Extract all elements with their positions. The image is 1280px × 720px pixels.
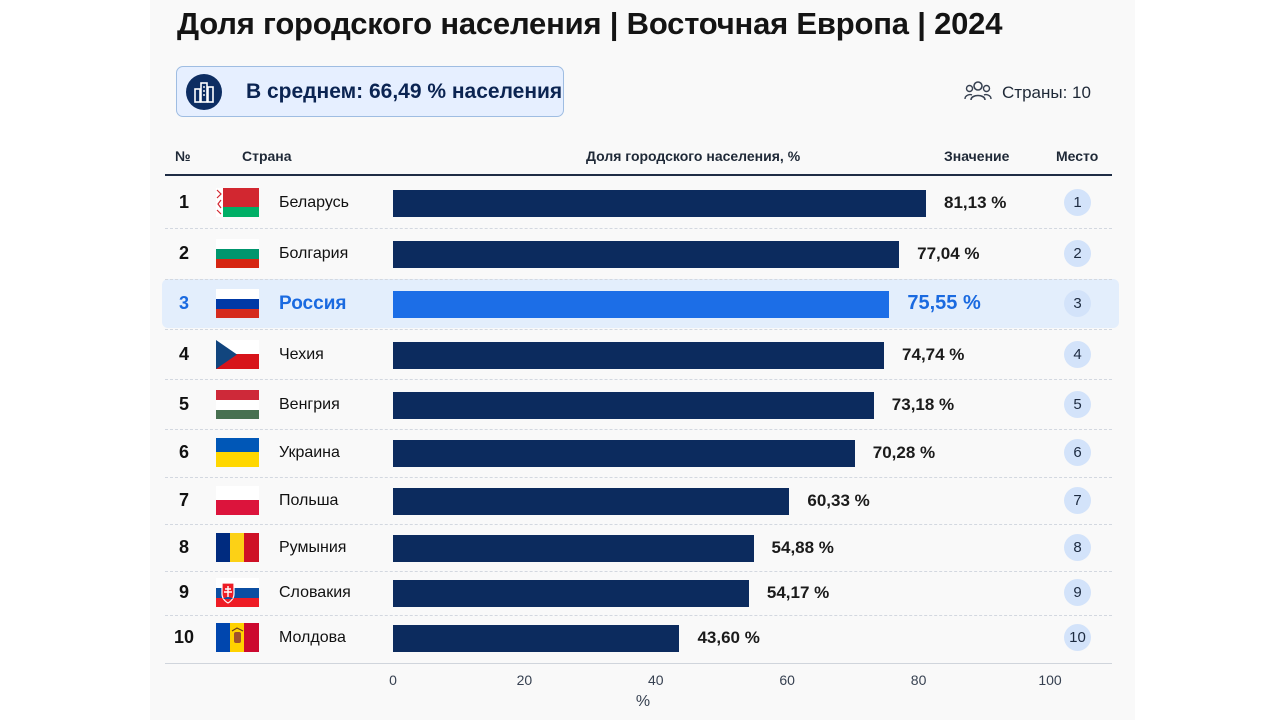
poland-flag-icon	[216, 486, 259, 515]
country-label: Россия	[279, 293, 347, 314]
place-badge: 10	[1064, 624, 1091, 651]
bar-5	[393, 392, 874, 419]
countries-count-text: Страны: 10	[1002, 83, 1091, 102]
header-rank: №	[175, 148, 191, 164]
x-tick-label: 60	[779, 672, 795, 688]
country-label: Румыния	[279, 539, 347, 556]
bar-9	[393, 580, 749, 607]
x-tick-label: 20	[516, 672, 533, 688]
x-tick-label: 40	[648, 672, 664, 688]
place-badge: 5	[1064, 391, 1091, 418]
row-rank: 2	[178, 243, 189, 263]
x-axis-label: %	[635, 693, 651, 710]
row-rank: 3	[178, 293, 189, 313]
row-separator	[165, 279, 1112, 280]
row-rank: 10	[173, 627, 195, 647]
bar-4	[393, 342, 885, 369]
value-label: 54,88 %	[771, 538, 834, 557]
row-separator	[165, 615, 1112, 616]
row-rank: 8	[178, 537, 189, 557]
place-badge: 2	[1064, 240, 1091, 267]
value-label: 70,28 %	[872, 443, 936, 462]
row-separator	[165, 477, 1112, 478]
country-label: Беларусь	[279, 194, 349, 211]
x-tick-label: 0	[389, 672, 397, 688]
average-summary-box: В среднем: 66,49 % населения	[176, 66, 564, 117]
countries-count: Страны: 10	[964, 80, 1091, 106]
bar-8	[393, 535, 754, 562]
row-rank: 4	[178, 344, 189, 364]
country-label: Украина	[279, 444, 340, 461]
chart-title: Доля городского населения | Восточная Ев…	[177, 6, 1003, 41]
x-tick-label: 100	[1038, 672, 1062, 688]
row-separator	[165, 228, 1112, 229]
bar-1	[393, 190, 927, 217]
place-badge: 8	[1064, 534, 1091, 561]
bar-3	[393, 291, 890, 318]
header-value: Значение	[944, 148, 1010, 164]
header-place: Место	[1056, 148, 1099, 164]
country-label: Молдова	[279, 629, 346, 646]
row-rank: 6	[178, 442, 189, 462]
belarus-flag-icon	[216, 188, 259, 217]
value-label: 73,18 %	[891, 395, 955, 414]
row-separator	[165, 379, 1112, 380]
ukraine-flag-icon	[216, 438, 259, 467]
row-separator	[165, 571, 1112, 572]
country-label: Болгария	[279, 245, 349, 262]
row-separator	[165, 524, 1112, 525]
place-badge: 1	[1064, 189, 1091, 216]
header-country: Страна	[242, 148, 292, 164]
bar-7	[393, 488, 790, 515]
people-group-icon	[964, 79, 992, 108]
country-label: Польша	[279, 492, 339, 509]
row-separator	[165, 329, 1112, 330]
value-label: 43,60 %	[697, 628, 760, 647]
value-label: 81,13 %	[944, 193, 1007, 212]
row-separator	[165, 429, 1112, 430]
row-rank: 9	[178, 582, 189, 602]
bar-10	[393, 625, 680, 652]
row-rank: 5	[178, 394, 189, 414]
hungary-flag-icon	[216, 390, 259, 419]
country-label: Чехия	[279, 346, 324, 363]
place-badge: 3	[1064, 290, 1091, 317]
value-label: 75,55 %	[907, 292, 981, 314]
place-badge: 9	[1064, 579, 1091, 606]
bar-2	[393, 241, 900, 268]
country-label: Венгрия	[279, 396, 340, 413]
x-tick-label: 80	[910, 672, 927, 688]
place-badge: 4	[1064, 341, 1091, 368]
czech-flag-icon	[216, 340, 259, 369]
value-label: 54,17 %	[766, 583, 830, 602]
header-divider	[165, 174, 1112, 176]
header-bar: Доля городского населения, %	[586, 148, 801, 164]
country-label: Словакия	[279, 584, 351, 601]
place-badge: 7	[1064, 487, 1091, 514]
bulgaria-flag-icon	[216, 239, 259, 268]
x-axis-line	[165, 663, 1112, 664]
slovakia-flag-icon	[216, 578, 259, 607]
row-rank: 7	[178, 490, 189, 510]
romania-flag-icon	[216, 533, 259, 562]
average-text: В среднем: 66,49 % населения	[246, 80, 563, 103]
city-buildings-icon	[186, 74, 222, 110]
value-label: 60,33 %	[807, 491, 870, 510]
value-label: 74,74 %	[902, 345, 965, 364]
bar-6	[393, 440, 855, 467]
moldova-flag-icon	[216, 623, 259, 652]
place-badge: 6	[1064, 439, 1091, 466]
russia-flag-icon	[216, 289, 259, 318]
value-label: 77,04 %	[917, 244, 980, 263]
row-rank: 1	[178, 192, 189, 212]
